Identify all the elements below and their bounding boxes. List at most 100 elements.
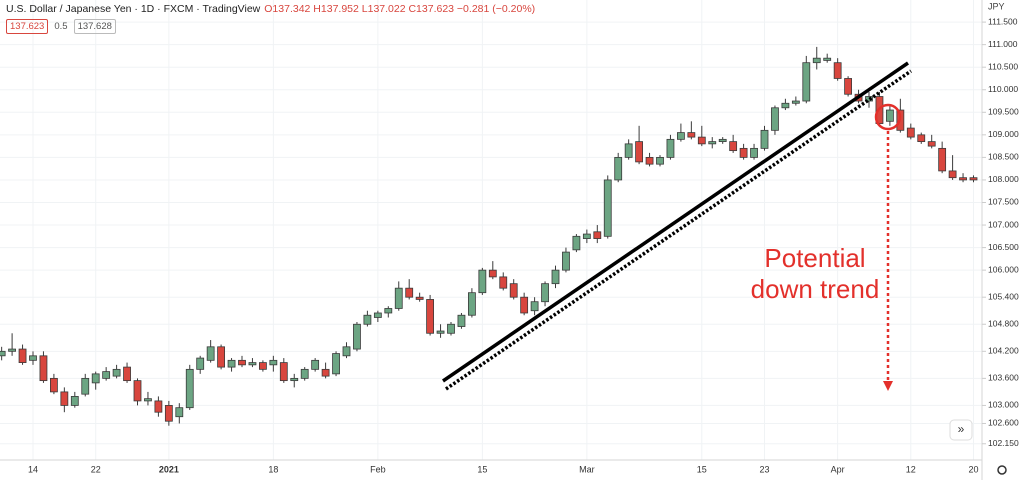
y-tick-label: 106.000	[988, 264, 1019, 274]
candle-body	[60, 391, 69, 406]
y-tick-label: 111.500	[988, 16, 1018, 26]
candle-body	[373, 312, 382, 318]
y-tick-label: 109.000	[988, 129, 1019, 139]
x-tick-label: 2021	[159, 464, 179, 474]
annotation-line: down trend	[750, 274, 880, 304]
candle-body	[760, 129, 769, 149]
candle-body	[102, 371, 111, 379]
annotation: Potential down trend	[735, 243, 895, 305]
candle-body	[750, 147, 758, 158]
candle-body	[457, 314, 466, 327]
price-box: 137.623	[6, 19, 49, 34]
x-tick-label: 23	[759, 464, 769, 474]
candle-body	[154, 400, 163, 413]
candle-body	[530, 301, 539, 312]
candle-body	[196, 357, 205, 370]
candle-body	[582, 233, 591, 239]
candle-body	[269, 359, 278, 366]
price-boxes: 137.623 0.5 137.628	[6, 19, 116, 34]
y-tick-label: 107.000	[988, 219, 1019, 229]
candle-body	[185, 368, 194, 409]
symbol-title: U.S. Dollar / Japanese Yen · 1D · FXCM ·…	[6, 3, 261, 15]
candle-body	[415, 296, 424, 300]
candle-body	[363, 314, 372, 325]
candle-body	[258, 362, 267, 370]
candle-body	[969, 177, 978, 181]
candle-body	[771, 107, 779, 131]
settings-icon[interactable]	[997, 465, 1007, 475]
y-tick-label: 110.500	[988, 61, 1018, 71]
candle-body	[677, 132, 685, 140]
candle-body	[823, 57, 832, 61]
y-tick-label: 111.000	[988, 39, 1018, 49]
candles	[0, 46, 978, 426]
candle-body	[499, 276, 508, 289]
grid	[0, 0, 982, 460]
x-tick-label: 15	[697, 464, 707, 474]
y-tick-label: 104.800	[988, 319, 1019, 329]
candle-body	[520, 296, 529, 314]
candle-body	[279, 362, 288, 382]
candle-body	[112, 368, 121, 377]
candle-body	[405, 287, 414, 298]
y-tick-label: 108.500	[988, 152, 1019, 162]
candle-body	[791, 100, 800, 104]
candle-body	[227, 359, 236, 368]
candle-body	[144, 398, 152, 402]
x-tick-label: Apr	[831, 464, 845, 474]
y-tick-label: 108.000	[988, 174, 1019, 184]
candle-body	[217, 346, 226, 368]
candle-body	[8, 348, 17, 352]
y-tick-label: 104.200	[988, 346, 1019, 356]
y-tick-label: 103.000	[988, 400, 1019, 410]
candle-body	[645, 156, 654, 165]
candle-body	[384, 308, 393, 314]
y-tick-label: 105.400	[988, 291, 1019, 301]
candle-body	[488, 269, 497, 278]
candle-body	[478, 269, 487, 294]
y-tick-label: 102.600	[988, 418, 1019, 428]
candle-body	[697, 136, 706, 145]
candle-body	[467, 292, 476, 316]
x-tick-label: 18	[268, 464, 278, 474]
candle-body	[447, 323, 455, 334]
step: 0.5	[54, 21, 68, 32]
trend-line-dotted	[445, 69, 912, 391]
candle-body	[321, 368, 330, 377]
highlight-circle	[874, 103, 902, 131]
candle-body	[342, 346, 351, 357]
candle-body	[164, 405, 173, 422]
candle-body	[687, 132, 696, 138]
candle-body	[906, 127, 915, 138]
scroll-icon: »	[958, 422, 965, 436]
y-tick-label: 107.500	[988, 197, 1019, 207]
candle-body	[886, 109, 894, 122]
candle-body	[238, 359, 246, 366]
candle-body	[133, 380, 142, 402]
candle-body	[332, 353, 340, 375]
candle-body	[812, 57, 821, 64]
candle-body	[91, 373, 100, 384]
candle-body	[436, 330, 445, 334]
candle-body	[426, 299, 435, 334]
x-tick-label: 20	[968, 464, 978, 474]
candle-body	[541, 283, 549, 303]
candle-body	[593, 231, 602, 239]
candle-body	[311, 359, 320, 370]
candle-body	[959, 177, 967, 181]
candle-body	[123, 366, 131, 382]
scroll-button[interactable]	[949, 419, 973, 441]
price-box: 137.628	[73, 19, 116, 34]
candle-body	[0, 350, 6, 357]
trend-line	[442, 61, 909, 383]
candle-body	[635, 141, 643, 163]
candle-body	[938, 147, 947, 172]
candle-body	[551, 269, 560, 285]
candle-body	[865, 96, 873, 102]
candle-body	[206, 346, 215, 361]
candle-body	[290, 377, 299, 382]
candle-body	[844, 78, 852, 95]
